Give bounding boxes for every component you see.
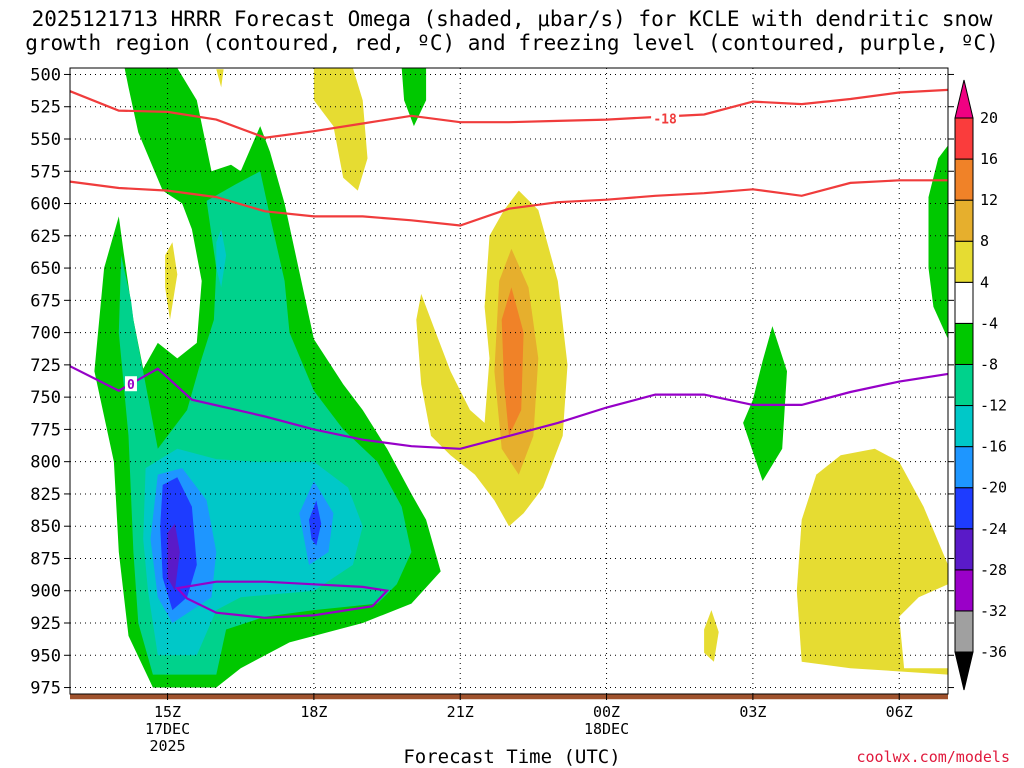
omega-region-pos4-small-b (216, 69, 224, 88)
colorbar-segment (954, 569, 974, 612)
x-axis-label: Forecast Time (UTC) (403, 746, 621, 768)
colorbar-segment (954, 446, 974, 489)
y-tick-label: 575 (30, 162, 61, 182)
colorbar-segment (954, 199, 974, 242)
colorbar-segment (954, 240, 974, 283)
y-tick-label: 875 (30, 549, 61, 569)
colorbar-tick-label: -28 (980, 561, 1007, 579)
y-tick-label: 975 (30, 679, 61, 699)
dgz-upper-contour (69, 88, 949, 139)
x-tick-label: 15Z (154, 703, 181, 721)
colorbar-tick-label: 12 (980, 191, 998, 209)
y-tick-label: 700 (30, 324, 61, 344)
colorbar-segment (954, 487, 974, 530)
colorbar-tick-label: -12 (980, 397, 1007, 415)
colorbar-tick-label: 4 (980, 273, 989, 291)
y-tick-label: 725 (30, 356, 61, 376)
colorbar-tick-label: -20 (980, 479, 1007, 497)
y-tick-label: 650 (30, 259, 61, 279)
x-tick-year: 2025 (149, 737, 185, 755)
colorbar-tick-label: 20 (980, 109, 998, 127)
y-tick-label: 550 (30, 130, 61, 150)
colorbar-top-arrow (954, 79, 974, 119)
omega-region-neg4-03z (743, 326, 787, 481)
x-tick-label: 21Z (447, 703, 474, 721)
colorbar-tick-label: -8 (980, 355, 998, 373)
omega-region-neg12-small (216, 229, 227, 288)
omega-region-neg4-north (401, 68, 427, 127)
y-tick-label: 900 (30, 582, 61, 602)
chart-title-line-1: 2025121713 HRRR Forecast Omega (shaded, … (31, 7, 993, 31)
plot-frame (69, 67, 949, 695)
omega-region-zero-hole (899, 584, 948, 669)
y-tick-label: 750 (30, 388, 61, 408)
freezing-level-loop (175, 580, 390, 619)
omega-region-neg20-18z (309, 500, 322, 546)
y-tick-label: 500 (30, 65, 61, 85)
colorbar-segment (954, 405, 974, 448)
omega-shading (70, 68, 948, 700)
site-credit[interactable]: coolwx.com/models (856, 748, 1010, 766)
colorbar-segment (954, 322, 974, 365)
dgz-contour-label: -18 (653, 112, 677, 127)
y-tick-label: 525 (30, 98, 61, 118)
contour-lines: -18 0 (69, 88, 949, 619)
axes: 500 525 550 575 600 625 650 675 700 725 750 775 800 8… (30, 65, 954, 755)
colorbar-tick-label: -32 (980, 602, 1007, 620)
omega-region-neg4-east (928, 145, 948, 340)
colorbar: -36 -32 -28 -24 -20 -16 -12 -8 -4 4 8 12 16 20 (954, 79, 1007, 691)
x-tick-label: 18Z (300, 703, 327, 721)
colorbar-tick-label: -24 (980, 520, 1007, 538)
freezing-label-bg (124, 376, 137, 392)
freezing-level-contour (69, 365, 949, 450)
x-tick-date: 18DEC (584, 720, 629, 738)
y-tick-label: 625 (30, 227, 61, 247)
omega-region-pos4-north (313, 68, 368, 191)
x-tick-date: 17DEC (145, 720, 190, 738)
freezing-contour-label: 0 (127, 378, 135, 393)
y-tick-label: 825 (30, 485, 61, 505)
contour-label-bg (651, 110, 680, 127)
colorbar-segment (954, 158, 974, 201)
y-tick-label: 850 (30, 517, 61, 537)
colorbar-segment (954, 117, 974, 160)
colorbar-segment (954, 528, 974, 571)
colorbar-tick-label: -36 (980, 643, 1007, 661)
colorbar-segment (954, 363, 974, 407)
omega-region-neg24 (167, 523, 180, 591)
colorbar-segment (954, 610, 974, 653)
omega-region-pos4-main (416, 190, 568, 527)
colorbar-bottom-arrow (954, 651, 974, 691)
colorbar-segment (954, 281, 974, 324)
colorbar-tick-label: 8 (980, 232, 989, 250)
omega-region-pos4-small-a (165, 242, 178, 320)
terrain-strip (70, 694, 948, 700)
chart-title-line-2: growth region (contoured, red, ºC) and f… (25, 31, 999, 55)
colorbar-tick-label: -16 (980, 438, 1007, 456)
colorbar-tick-label: 16 (980, 150, 998, 168)
y-tick-label: 775 (30, 420, 61, 440)
colorbar-tick-label: -4 (980, 314, 998, 332)
y-tick-label: 925 (30, 614, 61, 634)
x-tick-label: 06Z (886, 703, 913, 721)
x-tick-label: 00Z (593, 703, 620, 721)
x-tick-label: 03Z (739, 703, 766, 721)
omega-region-pos12 (501, 287, 524, 436)
omega-region-pos4-blob (704, 610, 719, 662)
dgz-lower-contour (69, 179, 948, 227)
y-tick-label: 950 (30, 646, 61, 666)
y-tick-label: 800 (30, 453, 61, 473)
y-tick-label: 600 (30, 195, 61, 215)
y-tick-label: 675 (30, 291, 61, 311)
